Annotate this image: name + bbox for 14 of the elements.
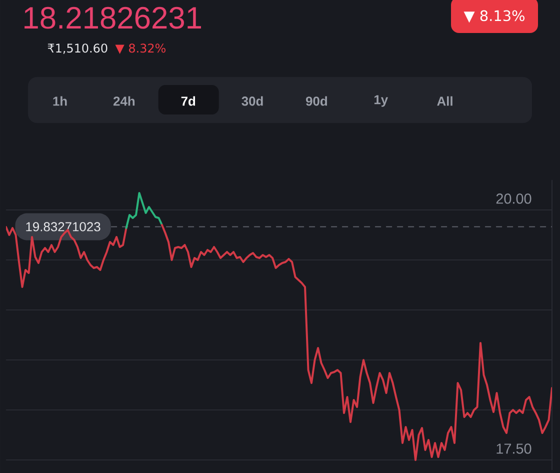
text: 90d: [306, 96, 327, 106]
ref-line-label: 19.83271023: [26, 222, 100, 232]
text: 1h: [53, 96, 67, 106]
chart-subtitle: ₹1,510.60: [48, 44, 108, 54]
text: ▼ 8.13%: [464, 10, 524, 23]
text: 7d: [181, 96, 196, 106]
text: 24h: [113, 96, 135, 106]
chart-title: 18.21826231: [24, 6, 202, 29]
y-tick-label: 20.00: [496, 194, 532, 204]
text: All: [437, 96, 452, 106]
text: 30d: [242, 96, 263, 106]
text: 1y: [374, 95, 388, 107]
text: ▼ 8.32%: [115, 44, 166, 54]
y-tick-label: 17.50: [496, 444, 532, 454]
